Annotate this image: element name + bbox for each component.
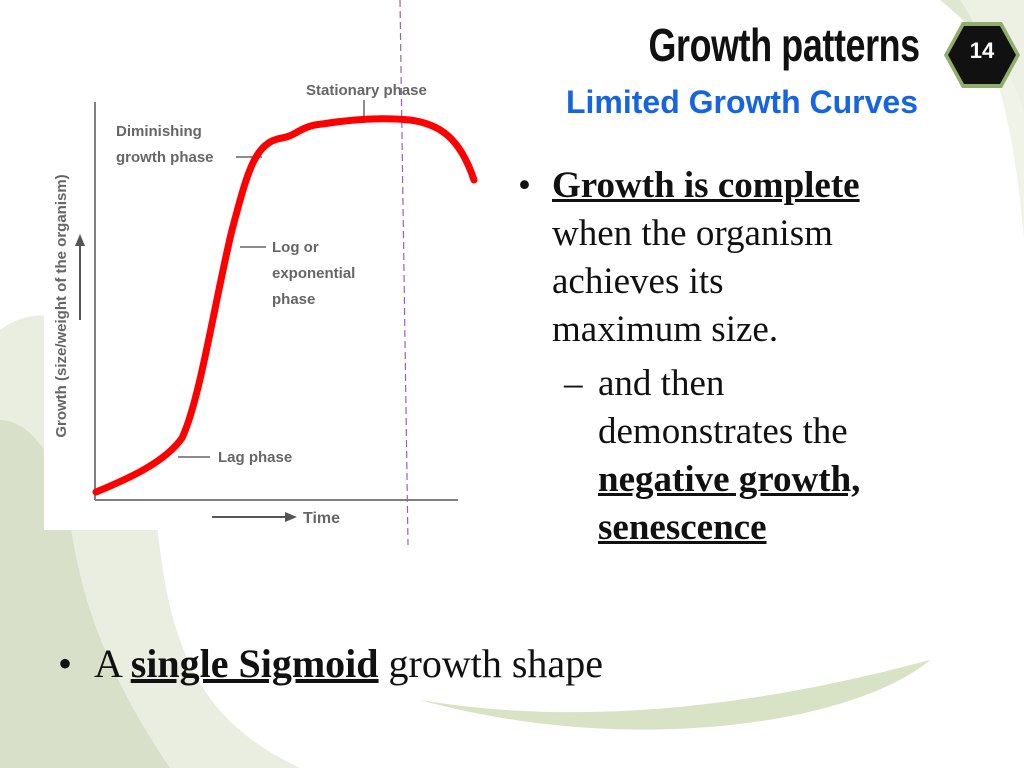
log-label-line3: phase — [272, 291, 315, 308]
x-axis-label: Time — [303, 510, 340, 527]
bullet-line: maximum size. — [552, 309, 779, 350]
log-label-line1: Log or — [272, 239, 319, 256]
slide-title: Growth patterns — [648, 19, 921, 71]
sub-bullet-line: demonstrates the — [598, 411, 848, 452]
sub-bullet-marker: – — [564, 363, 583, 404]
log-label-line2: exponential — [272, 265, 355, 282]
diminishing-label-line2: growth phase — [116, 149, 214, 166]
slide-subtitle: Limited Growth Curves — [565, 84, 918, 120]
sub-bullet-senescence: – and then demonstrates the negative gro… — [512, 360, 952, 552]
growth-curve-figure-panel — [44, 62, 476, 530]
slide-number-badge — [944, 22, 1020, 88]
bullet-line: when the organism — [552, 213, 833, 254]
bullet-line: achieves its — [552, 261, 724, 302]
bottom-bullet-marker: • — [58, 641, 73, 686]
bottom-bullet-suffix: growth shape — [388, 641, 603, 686]
slide-number: 14 — [969, 38, 995, 63]
sub-bullet-bold-line: senescence — [598, 507, 767, 548]
sub-bullet-line: and then — [598, 363, 725, 404]
stationary-divider-line — [399, 0, 409, 546]
diminishing-label-line1: Diminishing — [116, 123, 202, 140]
bullet-marker: • — [518, 165, 531, 206]
bottom-bullet-bold: single Sigmoid — [130, 641, 379, 686]
bottom-bullet-prefix: A — [94, 641, 121, 686]
y-arrow-head — [75, 234, 85, 246]
bullet-growth-complete: • Growth is complete when the organism a… — [512, 162, 952, 354]
sigmoid-growth-curve — [92, 115, 478, 496]
y-axis-label: Growth (size/weight of the organism) — [53, 174, 70, 437]
x-arrow-head — [285, 512, 297, 522]
lag-label: Lag phase — [218, 449, 292, 466]
growth-curve-diagram: Growth (size/weight of the organism) Tim… — [53, 0, 478, 546]
stationary-phase-label: Stationary phase — [306, 82, 427, 99]
bullet-list: • Growth is complete when the organism a… — [512, 162, 952, 552]
bottom-bullet: • A single Sigmoid growth shape — [58, 640, 603, 687]
bullet-bold-text: Growth is complete — [552, 165, 860, 206]
sub-bullet-bold-line: negative growth, — [598, 459, 861, 500]
